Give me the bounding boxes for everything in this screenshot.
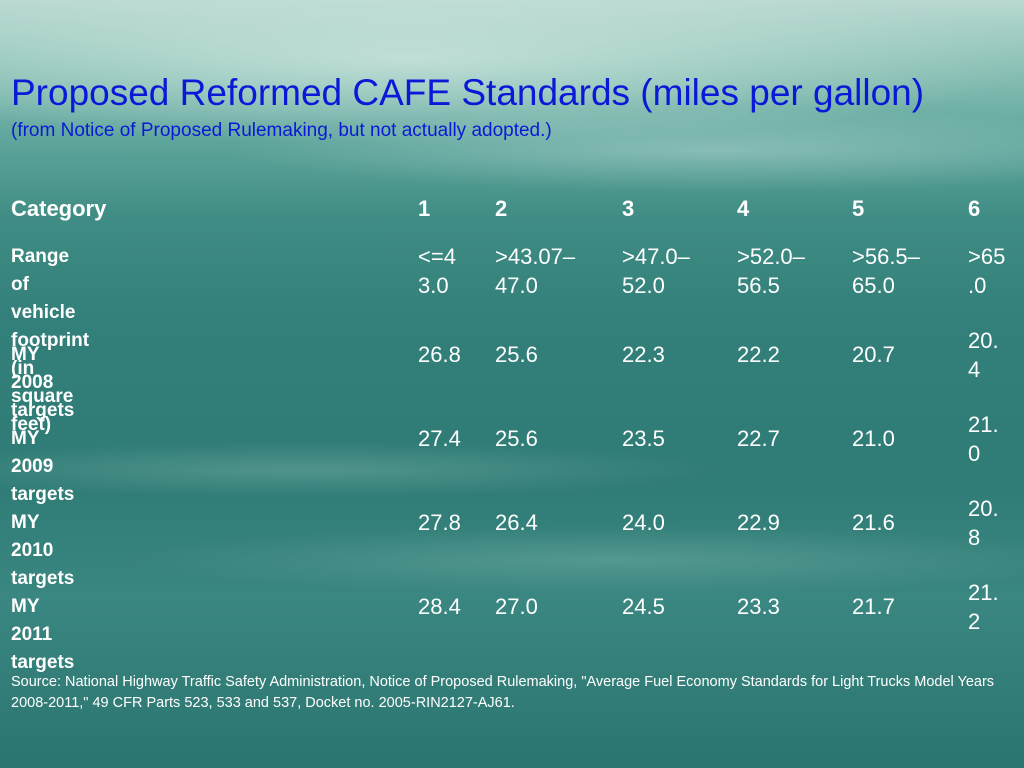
row-label-line: Range of vehicle footprint (in xyxy=(11,246,90,379)
table-cell: 27.0 xyxy=(495,594,538,619)
table-cell: 22.3 xyxy=(622,342,665,367)
cell-line: 20. xyxy=(968,496,999,521)
table-cell: 23.5 xyxy=(622,426,665,451)
table-cell: 27.4 xyxy=(418,426,461,451)
cell-line: >56.5– xyxy=(852,244,920,269)
table-cell: 27.8 xyxy=(418,510,461,535)
cell-line: <=4 xyxy=(418,244,456,269)
table-cell: 23.3 xyxy=(737,594,780,619)
table-cell: 28.4 xyxy=(418,594,461,619)
cell-line: 21. xyxy=(968,412,999,437)
table-header-cat-2: 2 xyxy=(495,196,508,221)
table-header-cat-3: 3 xyxy=(622,196,635,221)
table-row-label: MY 2011 targets xyxy=(11,596,75,673)
table-cell: 22.7 xyxy=(737,426,780,451)
cell-line: 21. xyxy=(968,580,999,605)
cell-line: 0 xyxy=(968,441,981,466)
cell-line: 4 xyxy=(968,357,981,382)
table-cell: 21.0 xyxy=(852,426,895,451)
table-header-cat-4: 4 xyxy=(737,196,750,221)
table-row-label: MY 2009 targets xyxy=(11,428,75,505)
table-cell: 20. 4 xyxy=(968,326,999,384)
table-cell: 21. 0 xyxy=(968,410,999,468)
cell-line: >52.0– xyxy=(737,244,805,269)
table-cell: >43.07– 47.0 xyxy=(495,242,575,300)
table-row-label: MY 2010 targets xyxy=(11,512,75,589)
table-cell: 24.5 xyxy=(622,594,665,619)
table-cell: 26.8 xyxy=(418,342,461,367)
source-note: Source: National Highway Traffic Safety … xyxy=(11,674,995,711)
cell-line: .0 xyxy=(968,273,987,298)
table-row-label: Range of vehicle footprint (in square fe… xyxy=(11,243,89,439)
table-header-cat-1: 1 xyxy=(418,196,431,221)
slide-title: Proposed Reformed CAFE Standards (miles … xyxy=(11,72,925,113)
cell-line: 20. xyxy=(968,328,999,353)
table-cell: 24.0 xyxy=(622,510,665,535)
table-cell: 25.6 xyxy=(495,342,538,367)
table-row-label: MY 2008 targets xyxy=(11,344,75,421)
table-cell: 21.7 xyxy=(852,594,895,619)
cell-line: 56.5 xyxy=(737,273,780,298)
cell-line: >47.0– xyxy=(622,244,690,269)
cell-line: 52.0 xyxy=(622,273,665,298)
slide-subtitle: (from Notice of Proposed Rulemaking, but… xyxy=(11,120,552,141)
table-header-cat-5: 5 xyxy=(852,196,865,221)
cell-line: 65.0 xyxy=(852,273,895,298)
table-cell: 20.7 xyxy=(852,342,895,367)
table-cell: 25.6 xyxy=(495,426,538,451)
table-cell: 21. 2 xyxy=(968,578,999,636)
table-cell: 21.6 xyxy=(852,510,895,535)
table-cell: >52.0– 56.5 xyxy=(737,242,805,300)
table-header-cat-6: 6 xyxy=(968,196,981,221)
table-cell: 20. 8 xyxy=(968,494,999,552)
cell-line: >43.07– xyxy=(495,244,576,269)
cell-line: >65 xyxy=(968,244,1006,269)
table-header-category: Category xyxy=(11,196,107,221)
cell-line: 2 xyxy=(968,609,981,634)
row-label-line: square feet) xyxy=(11,386,74,435)
table-cell: 22.2 xyxy=(737,342,780,367)
cell-line: 47.0 xyxy=(495,273,538,298)
table-cell: 26.4 xyxy=(495,510,538,535)
table-cell: >56.5– 65.0 xyxy=(852,242,920,300)
table-cell: 22.9 xyxy=(737,510,780,535)
cell-line: 8 xyxy=(968,525,981,550)
table-cell: >47.0– 52.0 xyxy=(622,242,690,300)
table-cell: >65 .0 xyxy=(968,242,1005,300)
table-cell: <=4 3.0 xyxy=(418,242,456,300)
cell-line: 3.0 xyxy=(418,273,449,298)
